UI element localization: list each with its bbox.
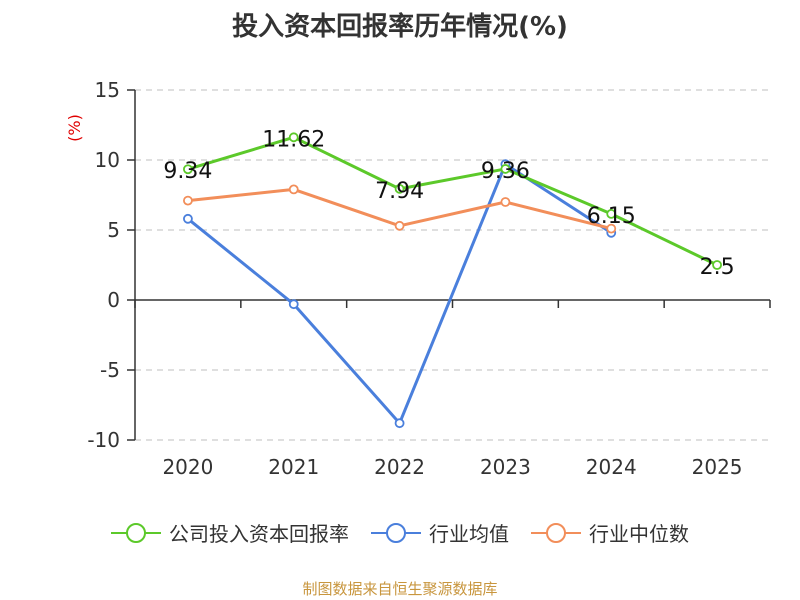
legend-item-company[interactable]: 公司投入资本回报率 (111, 518, 349, 547)
legend-label-industry-avg: 行业均值 (429, 522, 509, 546)
legend-item-industry-median[interactable]: 行业中位数 (531, 518, 689, 547)
x-tick-label: 2020 (162, 455, 213, 479)
y-tick-label: 5 (107, 218, 120, 242)
data-label: 7.94 (375, 179, 424, 204)
x-tick-label: 2021 (268, 455, 319, 479)
y-tick-label: 10 (95, 148, 120, 172)
source-note: 制图数据来自恒生聚源数据库 (302, 580, 498, 598)
data-label: 6.15 (587, 204, 636, 229)
y-tick-label: -10 (87, 428, 120, 452)
series-line-company (187, 135, 718, 267)
legend-label-company: 公司投入资本回报率 (169, 522, 349, 546)
data-point (712, 260, 722, 270)
data-point (288, 299, 299, 310)
legend-marker-industry-avg (371, 522, 421, 543)
data-point (183, 213, 193, 224)
y-tick-label: 15 (95, 78, 120, 102)
data-label: 9.34 (163, 159, 212, 184)
x-tick-label: 2025 (692, 455, 743, 479)
data-point (288, 184, 299, 195)
data-point (394, 220, 405, 231)
data-point (183, 195, 193, 206)
y-tick-label: -5 (100, 358, 120, 382)
y-tick-label: 0 (107, 288, 120, 312)
legend-marker-company (111, 522, 161, 543)
x-tick-label: 2022 (374, 455, 425, 479)
chart-title: 投入资本回报率历年情况(%) (232, 12, 568, 42)
x-tick-label: 2023 (480, 455, 531, 479)
data-point (288, 132, 299, 143)
data-point (394, 418, 405, 429)
legend: 公司投入资本回报率 行业均值 行业中位数 (0, 518, 800, 547)
data-point (606, 208, 617, 219)
data-label: 9.36 (481, 159, 530, 184)
y-axis-label: (%) (65, 114, 84, 142)
data-label: 11.62 (262, 127, 325, 152)
data-label: 2.5 (700, 255, 735, 280)
x-tick-label: 2024 (586, 455, 637, 479)
data-point (394, 183, 405, 194)
data-point (606, 223, 617, 234)
data-point (500, 164, 511, 174)
data-point (500, 197, 511, 207)
data-point (183, 164, 193, 175)
legend-item-industry-avg[interactable]: 行业均值 (371, 518, 509, 547)
legend-marker-industry-median (531, 522, 581, 543)
legend-label-industry-median: 行业中位数 (589, 522, 689, 546)
